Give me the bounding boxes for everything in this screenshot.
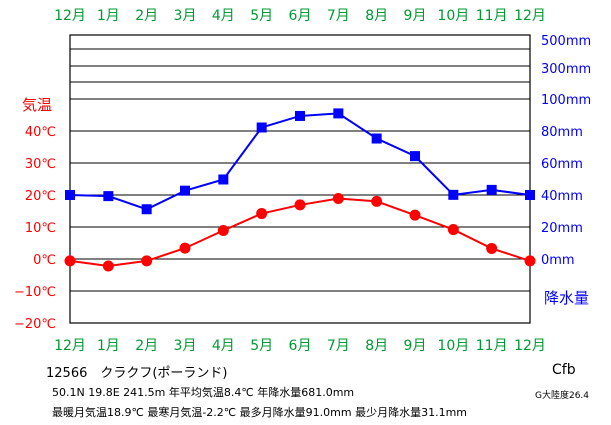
month-label-bottom: 9月 xyxy=(404,338,427,354)
right-tick-label-extra: 500mm xyxy=(541,34,591,49)
temperature-point xyxy=(256,208,268,220)
chart-frame xyxy=(69,34,531,324)
left-tick-label: 0℃ xyxy=(33,253,56,268)
left-tick-label: −20℃ xyxy=(14,317,56,332)
month-label-top: 12月 xyxy=(514,8,546,24)
month-label-top: 10月 xyxy=(437,8,469,24)
month-label-bottom: 11月 xyxy=(476,338,508,354)
precipitation-point xyxy=(65,190,75,200)
precipitation-point xyxy=(295,110,305,121)
precipitation-point xyxy=(141,204,152,215)
temperature-point xyxy=(409,209,421,221)
precipitation-point xyxy=(410,151,420,162)
station-extremes: 最暖月気温18.9℃ 最寒月気温-2.2℃ 最多月降水量91.0mm 最少月降水… xyxy=(52,406,467,419)
month-label-bottom: 4月 xyxy=(212,338,235,354)
temperature-point xyxy=(486,242,498,254)
month-label-top: 9月 xyxy=(404,8,427,24)
continentality-index: G大陸度26.4 xyxy=(535,391,590,401)
temperature-point xyxy=(179,242,191,254)
left-tick-label: 40℃ xyxy=(25,125,56,140)
temperature-point xyxy=(64,255,76,267)
temperature-point xyxy=(102,260,114,272)
month-label-top: 11月 xyxy=(476,8,508,24)
data-series xyxy=(64,108,536,272)
left-tick-label: 20℃ xyxy=(25,189,56,204)
month-label-top: 1月 xyxy=(97,8,120,24)
right-tick-label-extra: 300mm xyxy=(541,62,591,77)
right-axis-title: 降水量 xyxy=(544,289,589,307)
precipitation-point xyxy=(448,189,459,200)
temperature-point xyxy=(141,255,153,267)
climate-class: Cfb xyxy=(552,362,576,378)
precipitation-point xyxy=(103,191,114,202)
month-label-top: 7月 xyxy=(327,8,350,24)
plot-border xyxy=(69,34,531,324)
month-label-bottom: 10月 xyxy=(437,338,469,354)
month-label-bottom: 1月 xyxy=(97,338,120,354)
month-label-top: 5月 xyxy=(250,8,273,24)
precipitation-point xyxy=(486,184,497,195)
right-tick-label: 80mm xyxy=(541,125,583,140)
right-tick-label: 20mm xyxy=(541,221,583,236)
month-label-bottom: 12月 xyxy=(54,338,86,354)
right-tick-label: 40mm xyxy=(541,189,583,204)
station-name: 12566 クラクフ(ポーランド) xyxy=(46,366,228,381)
month-label-top: 12月 xyxy=(54,8,86,24)
month-label-top: 8月 xyxy=(365,8,388,24)
month-label-bottom: 5月 xyxy=(250,338,273,354)
left-tick-label: 30℃ xyxy=(25,157,56,172)
precipitation-point xyxy=(371,133,382,144)
month-label-bottom: 8月 xyxy=(365,338,388,354)
left-tick-label: −10℃ xyxy=(14,285,56,300)
precipitation-point xyxy=(256,122,267,133)
axis-labels: 12月 12月 1月 1月 2月 2月 3月 3月 4月 4月 5月 5月 6月 6月 7月 7月 8月 8月 9月… xyxy=(14,8,591,354)
month-label-bottom: 2月 xyxy=(135,338,158,354)
right-tick-label: 0mm xyxy=(541,253,575,268)
month-label-top: 4月 xyxy=(212,8,235,24)
month-label-bottom: 6月 xyxy=(289,338,312,354)
right-tick-label: 100mm xyxy=(541,93,591,108)
precipitation-point xyxy=(333,108,344,119)
temperature-point xyxy=(294,199,306,211)
temperature-point xyxy=(332,193,344,205)
precipitation-point xyxy=(218,174,229,185)
temperature-point xyxy=(447,224,459,236)
temperature-point xyxy=(217,225,229,237)
left-tick-label: 10℃ xyxy=(25,221,56,236)
month-label-bottom: 3月 xyxy=(174,338,197,354)
month-label-bottom: 12月 xyxy=(514,338,546,354)
right-tick-label: 60mm xyxy=(541,157,583,172)
temperature-point xyxy=(524,255,536,267)
month-label-top: 2月 xyxy=(135,8,158,24)
precipitation-point xyxy=(180,185,190,196)
station-summary: 50.1N 19.8E 241.5m 年平均気温8.4℃ 年降水量681.0mm xyxy=(52,386,355,399)
month-label-top: 6月 xyxy=(289,8,312,24)
month-label-top: 3月 xyxy=(174,8,197,24)
temperature-point xyxy=(371,195,383,207)
left-axis-title: 気温 xyxy=(22,96,52,114)
month-label-bottom: 7月 xyxy=(327,338,350,354)
precipitation-point xyxy=(525,190,535,200)
